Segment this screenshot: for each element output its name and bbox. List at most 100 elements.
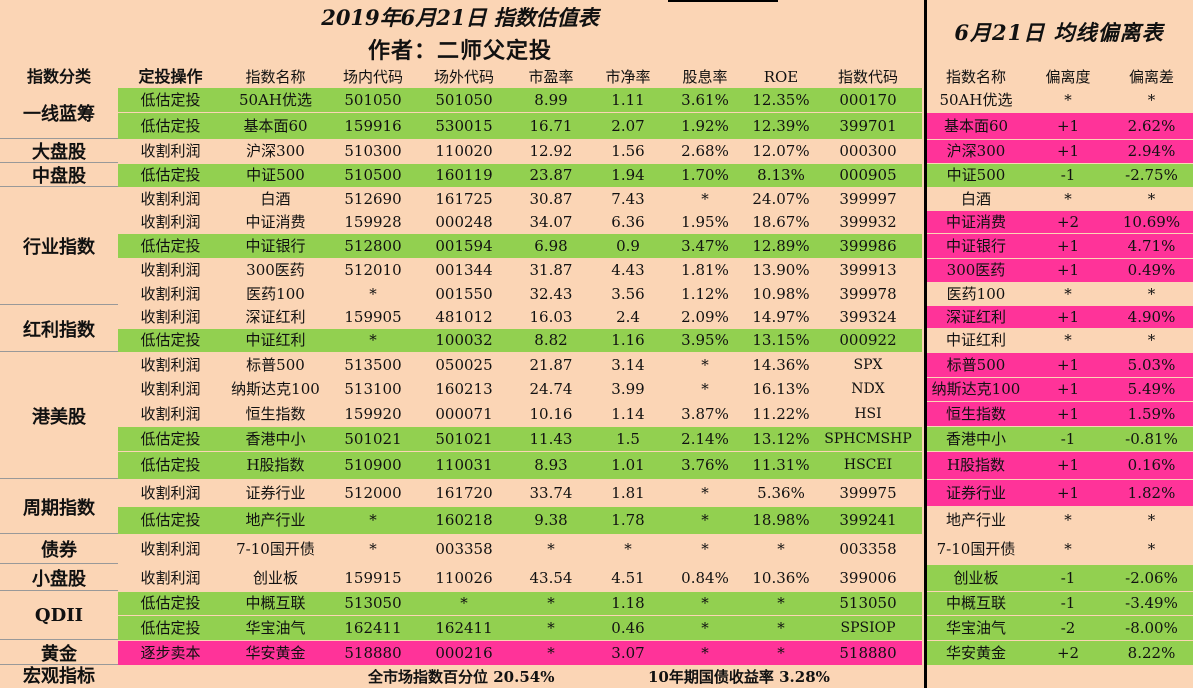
cell-idx: 399324 bbox=[839, 308, 897, 326]
cell-dev: * bbox=[1064, 331, 1072, 349]
deviation-band bbox=[927, 565, 1193, 591]
cell-op: 收割利润 bbox=[140, 213, 201, 231]
row-band bbox=[118, 88, 922, 112]
cell-pb: 4.43 bbox=[611, 261, 645, 279]
cell-diff: 0.16% bbox=[1127, 456, 1176, 474]
cell-diff: 8.22% bbox=[1127, 644, 1176, 662]
cell-code_in: 159928 bbox=[344, 213, 402, 231]
cell-name: 中证银行 bbox=[245, 237, 306, 255]
cell-r_name: 深证红利 bbox=[945, 308, 1006, 326]
cell-code_out: * bbox=[460, 594, 468, 612]
row-band bbox=[118, 329, 922, 352]
cell-dev: +1 bbox=[1056, 308, 1080, 326]
cell-dy: * bbox=[701, 190, 709, 208]
cell-roe: 18.98% bbox=[752, 511, 810, 529]
cell-code_out: 161725 bbox=[435, 190, 493, 208]
row-band bbox=[118, 234, 922, 258]
cell-diff: 4.90% bbox=[1127, 308, 1176, 326]
cell-op: 收割利润 bbox=[140, 308, 201, 326]
cell-code_in: 513100 bbox=[344, 380, 402, 398]
cell-name: 中证消费 bbox=[245, 213, 306, 231]
cell-op: 低估定投 bbox=[140, 331, 201, 349]
cell-dev: +1 bbox=[1056, 237, 1080, 255]
cell-pe: 16.03 bbox=[529, 308, 573, 326]
cell-code_out: 501050 bbox=[435, 91, 493, 109]
cell-code_out: 110026 bbox=[435, 569, 493, 587]
cell-diff: * bbox=[1147, 331, 1156, 349]
cell-dev: +2 bbox=[1056, 213, 1080, 231]
cell-dev: +1 bbox=[1056, 261, 1080, 279]
header-3: 场内代码 bbox=[342, 68, 403, 86]
cell-dy: 3.87% bbox=[681, 405, 729, 423]
cell-pe: 11.43 bbox=[529, 430, 573, 448]
cell-idx: 399241 bbox=[839, 511, 897, 529]
cell-idx: 000170 bbox=[839, 91, 897, 109]
cell-pb: 1.56 bbox=[611, 142, 645, 160]
cell-r_name: 沪深300 bbox=[946, 142, 1006, 160]
cell-idx: 399913 bbox=[839, 261, 897, 279]
cell-dev: +1 bbox=[1056, 117, 1080, 135]
cell-r_name: 中证500 bbox=[946, 166, 1006, 184]
cell-pb: 7.43 bbox=[611, 190, 645, 208]
cell-name: 创业板 bbox=[252, 569, 298, 587]
cell-diff: * bbox=[1147, 190, 1156, 208]
cell-pe: * bbox=[547, 540, 555, 558]
cell-name: H股指数 bbox=[246, 456, 305, 474]
cell-diff: 0.49% bbox=[1127, 261, 1176, 279]
cell-r_name: 300医药 bbox=[946, 261, 1006, 279]
cell-op: 收割利润 bbox=[140, 569, 201, 587]
cell-dev: +2 bbox=[1056, 644, 1080, 662]
cell-pe: 43.54 bbox=[529, 569, 573, 587]
cell-dev: -1 bbox=[1060, 166, 1076, 184]
cell-code_in: 512010 bbox=[344, 261, 402, 279]
cell-code_in: 512000 bbox=[344, 484, 402, 502]
row-band bbox=[118, 164, 922, 187]
category-label: 红利指数 bbox=[0, 306, 118, 352]
deviation-band bbox=[927, 140, 1193, 163]
cell-idx: 399932 bbox=[839, 213, 897, 231]
cell-op: 逐步卖本 bbox=[140, 644, 201, 662]
deviation-band bbox=[927, 188, 1193, 210]
cell-roe: 16.13% bbox=[752, 380, 810, 398]
deviation-band bbox=[927, 507, 1193, 534]
cell-r_name: 中证银行 bbox=[945, 237, 1006, 255]
cell-idx: 000922 bbox=[839, 331, 897, 349]
deviation-band bbox=[927, 402, 1193, 426]
row-band bbox=[118, 378, 922, 401]
cell-roe: 13.90% bbox=[752, 261, 810, 279]
cell-code_in: 512800 bbox=[344, 237, 402, 255]
cell-diff: 5.03% bbox=[1127, 356, 1176, 374]
macro-row: 宏观指标 全市场指数百分位 20.54% 10年期国债收益率 3.28% bbox=[0, 666, 1193, 688]
cell-dev: * bbox=[1064, 285, 1072, 303]
row-band bbox=[118, 641, 922, 665]
row-band bbox=[118, 565, 922, 591]
cell-op: 低估定投 bbox=[140, 456, 201, 474]
cell-dy: 1.81% bbox=[681, 261, 729, 279]
row-band bbox=[118, 402, 922, 426]
author-title: 作者：二师父定投 bbox=[367, 38, 552, 64]
cell-diff: 1.59% bbox=[1127, 405, 1176, 423]
cell-dev: +1 bbox=[1056, 456, 1080, 474]
cell-idx: 003358 bbox=[839, 540, 897, 558]
cell-dy: * bbox=[701, 484, 709, 502]
cell-name: 纳斯达克100 bbox=[231, 380, 320, 398]
cell-pb: 1.01 bbox=[611, 456, 645, 474]
category-label: 行业指数 bbox=[0, 188, 118, 305]
row-band bbox=[118, 507, 922, 534]
cell-roe: 5.36% bbox=[757, 484, 805, 502]
cell-diff: * bbox=[1147, 511, 1156, 529]
cell-code_in: 159905 bbox=[344, 308, 402, 326]
header-2: 指数名称 bbox=[245, 68, 306, 86]
cell-dy: 3.61% bbox=[681, 91, 729, 109]
cell-idx: 513050 bbox=[839, 594, 897, 612]
row-band bbox=[118, 283, 922, 305]
cell-r_name: 7-10国开债 bbox=[936, 540, 1016, 558]
cell-op: 收割利润 bbox=[140, 380, 201, 398]
cell-code_out: 530015 bbox=[435, 117, 493, 135]
cell-diff: 10.69% bbox=[1122, 213, 1181, 231]
cell-pb: 0.9 bbox=[616, 237, 640, 255]
cell-pe: 12.92 bbox=[529, 142, 573, 160]
cell-roe: 12.35% bbox=[752, 91, 810, 109]
cell-dev: -1 bbox=[1060, 594, 1076, 612]
cell-code_out: 003358 bbox=[435, 540, 493, 558]
